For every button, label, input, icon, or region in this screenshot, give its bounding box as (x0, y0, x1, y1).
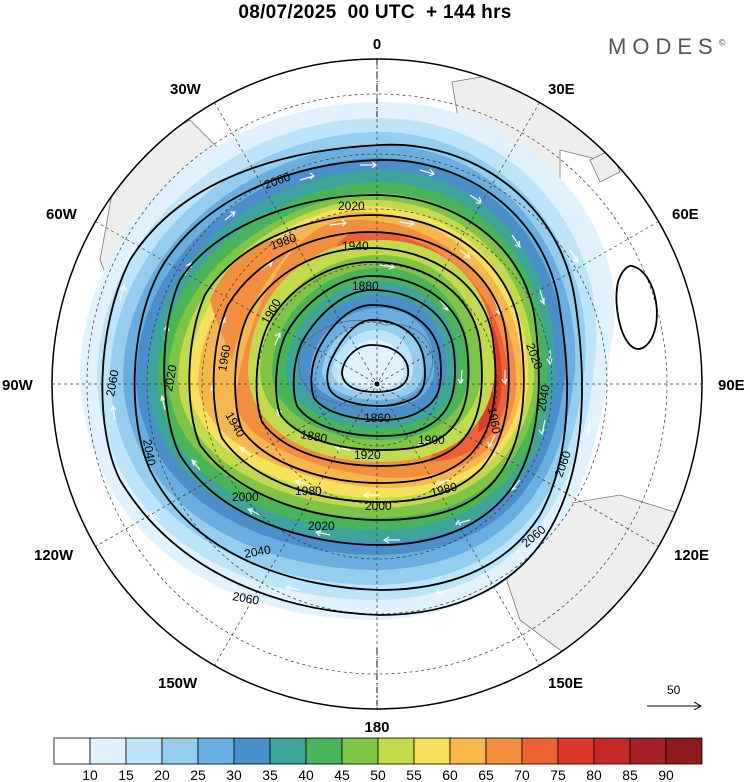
colorbar-tick-label: 10 (82, 767, 98, 782)
contour-label: 1940 (342, 239, 369, 253)
contour-label: 1920 (354, 448, 381, 462)
colorbar-swatch (521, 737, 559, 765)
colorbar-swatch (665, 737, 703, 765)
lon-label-120e: 120E (674, 547, 709, 564)
contour-inner-low (341, 344, 409, 393)
contour-label: 1900 (418, 433, 445, 447)
colorbar-tick-label: 70 (514, 767, 530, 782)
contour-label: 1960 (215, 343, 233, 372)
lon-label-120w: 120W (34, 547, 74, 564)
colorbar-swatch (557, 737, 595, 765)
colorbar-swatch (269, 737, 307, 765)
colorbar-swatch (485, 737, 523, 765)
colorbar-tick-label: 30 (226, 767, 242, 782)
contour-1920 (275, 275, 470, 451)
contour-2040 (133, 159, 568, 591)
contour-label: 2020 (308, 519, 335, 533)
contour-label: 1880 (299, 427, 328, 445)
antarctica-coastline (298, 319, 433, 407)
colorbar-swatch (377, 737, 415, 765)
pole-marker (374, 381, 380, 387)
contour-label: 2020 (161, 363, 179, 392)
contour-label: 2060 (231, 589, 260, 607)
longitude-labels: 0 180 90W 90E 30W 30E 60W 60E 120W 120E … (2, 36, 745, 736)
colorbar-swatch (593, 737, 631, 765)
colorbar-swatch (629, 737, 667, 765)
colorbar-tick-label: 15 (118, 767, 134, 782)
lon-label-150w: 150W (158, 675, 198, 692)
contour-closed-high (615, 265, 658, 350)
contour-label: 1880 (352, 279, 379, 293)
reference-vector-label: 50 (667, 683, 681, 697)
colorbar-tick-label: 85 (622, 767, 638, 782)
lon-label-30w: 30W (170, 81, 202, 98)
colorbar-tick-label: 35 (262, 767, 278, 782)
colorbar-tick-label: 55 (406, 767, 422, 782)
contour-label: 2060 (103, 368, 121, 397)
lon-label-60w: 60W (46, 206, 78, 223)
contour-label-group: 2060 2020 1980 1940 1900 1880 2020 1960 … (103, 169, 574, 607)
colorbar-tick-label: 80 (586, 767, 602, 782)
band-75-west (210, 237, 300, 360)
brand-copyright-mark: © (718, 37, 726, 48)
colorbar-tick-label: 65 (478, 767, 494, 782)
contour-2000 (188, 214, 525, 521)
colorbar-labels: 10 15 20 25 30 35 40 45 50 55 60 65 70 75 80 85 90 (82, 767, 674, 782)
lon-label-150e: 150E (548, 675, 583, 692)
map-disk: 2060 2020 1980 1940 1900 1880 2020 1960 … (52, 59, 702, 709)
contour-1880 (310, 304, 442, 421)
contour-2020 (163, 194, 540, 546)
contour-label: 2040 (140, 438, 158, 467)
brand-logo: MODES© (608, 34, 725, 60)
lon-label-90e: 90E (718, 377, 745, 394)
colorbar-swatch (449, 737, 487, 765)
reference-vector: 50 (647, 683, 700, 706)
contour-2060 (101, 143, 583, 616)
contour-label: 1980 (429, 479, 459, 500)
colorbar-tick-label: 40 (298, 767, 314, 782)
contour-1940 (255, 261, 483, 467)
lon-label-30e: 30E (548, 81, 575, 98)
contour-1980 (212, 231, 510, 503)
contour-label: 1960 (485, 406, 503, 435)
contour-label: 2020 (338, 199, 365, 213)
colorbar-tick-label: 90 (658, 767, 674, 782)
lon-label-60e: 60E (672, 206, 699, 223)
height-contours (101, 143, 658, 616)
colorbar-swatch (341, 737, 379, 765)
lon-label-0: 0 (373, 36, 381, 53)
colorbar-tick-label: 75 (550, 767, 566, 782)
colorbar-swatch (89, 737, 127, 765)
colorbar-swatch (161, 737, 199, 765)
contour-label: 2000 (232, 490, 259, 504)
inner-15 (342, 340, 404, 388)
colorbar-swatch (413, 737, 451, 765)
colorbar-tick-label: 60 (442, 767, 458, 782)
contour-1960 (234, 247, 497, 484)
chart-title: 08/07/2025 00 UTC + 144 hrs (238, 2, 512, 23)
contour-label: 1860 (364, 411, 391, 425)
colorbar-swatch (125, 737, 163, 765)
colorbar-swatch (197, 737, 235, 765)
colorbar-swatch (53, 737, 91, 765)
contour-label: 2000 (365, 499, 392, 513)
colorbar-tick-label: 25 (190, 767, 206, 782)
colorbar-swatch (305, 737, 343, 765)
contour-label: 2040 (243, 542, 272, 560)
contour-label: 2040 (534, 383, 552, 412)
colorbar-swatch (233, 737, 271, 765)
contour-1900 (292, 289, 456, 437)
contour-label: 1980 (295, 484, 322, 498)
lon-label-90w: 90W (2, 377, 34, 394)
lon-label-180: 180 (364, 719, 389, 736)
brand-name: MODES (608, 34, 719, 59)
contour-1860 (326, 319, 426, 407)
colorbar-tick-label: 45 (334, 767, 350, 782)
colorbar-tick-label: 50 (370, 767, 386, 782)
colorbar-tick-label: 20 (154, 767, 170, 782)
colorbar: 10 15 20 25 30 35 40 45 50 55 60 65 70 75 80 85 90 (53, 737, 703, 782)
